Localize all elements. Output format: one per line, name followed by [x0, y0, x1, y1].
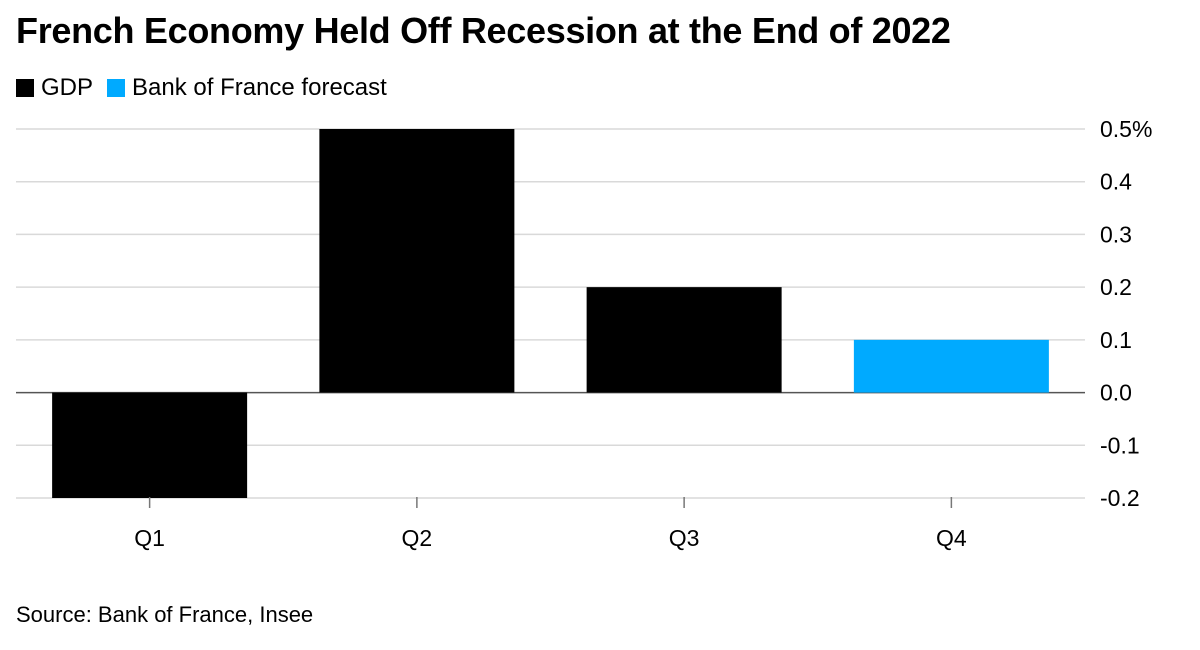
y-tick-label: 0.3 [1100, 221, 1132, 247]
y-tick-label: 0.0 [1100, 380, 1132, 406]
chart-title: French Economy Held Off Recession at the… [16, 10, 951, 51]
y-tick-label: 0.1 [1100, 327, 1132, 353]
bar-q1-gdp [52, 392, 248, 498]
x-tick-label-q2: Q2 [402, 525, 433, 551]
legend-item-forecast: Bank of France forecast [107, 74, 387, 102]
x-tick-label-q1: Q1 [134, 525, 165, 551]
y-tick-label: 0.2 [1100, 274, 1132, 300]
bar-q3-gdp [586, 287, 782, 393]
bar-q2-gdp [319, 129, 515, 393]
legend: GDP Bank of France forecast [16, 74, 401, 102]
x-tick-label-q3: Q3 [669, 525, 700, 551]
source-note: Source: Bank of France, Insee [16, 602, 314, 627]
y-tick-label: 0.5% [1100, 116, 1152, 142]
y-tick-label: 0.4 [1100, 169, 1132, 195]
legend-label-forecast: Bank of France forecast [132, 74, 387, 101]
bar-q4-forecast [853, 339, 1049, 393]
legend-swatch-forecast [107, 79, 126, 97]
bar-chart: -0.2 -0.1 0.0 0.1 0.2 0.3 0.4 0.5% Q1 Q2 Q3 Q4 [16, 116, 1152, 551]
legend-swatch-gdp [16, 79, 34, 97]
legend-label-gdp: GDP [41, 74, 94, 101]
y-tick-label: -0.2 [1100, 485, 1140, 511]
legend-item-gdp: GDP [16, 74, 93, 102]
x-tick-label-q4: Q4 [936, 525, 967, 551]
y-tick-label: -0.1 [1100, 432, 1140, 458]
